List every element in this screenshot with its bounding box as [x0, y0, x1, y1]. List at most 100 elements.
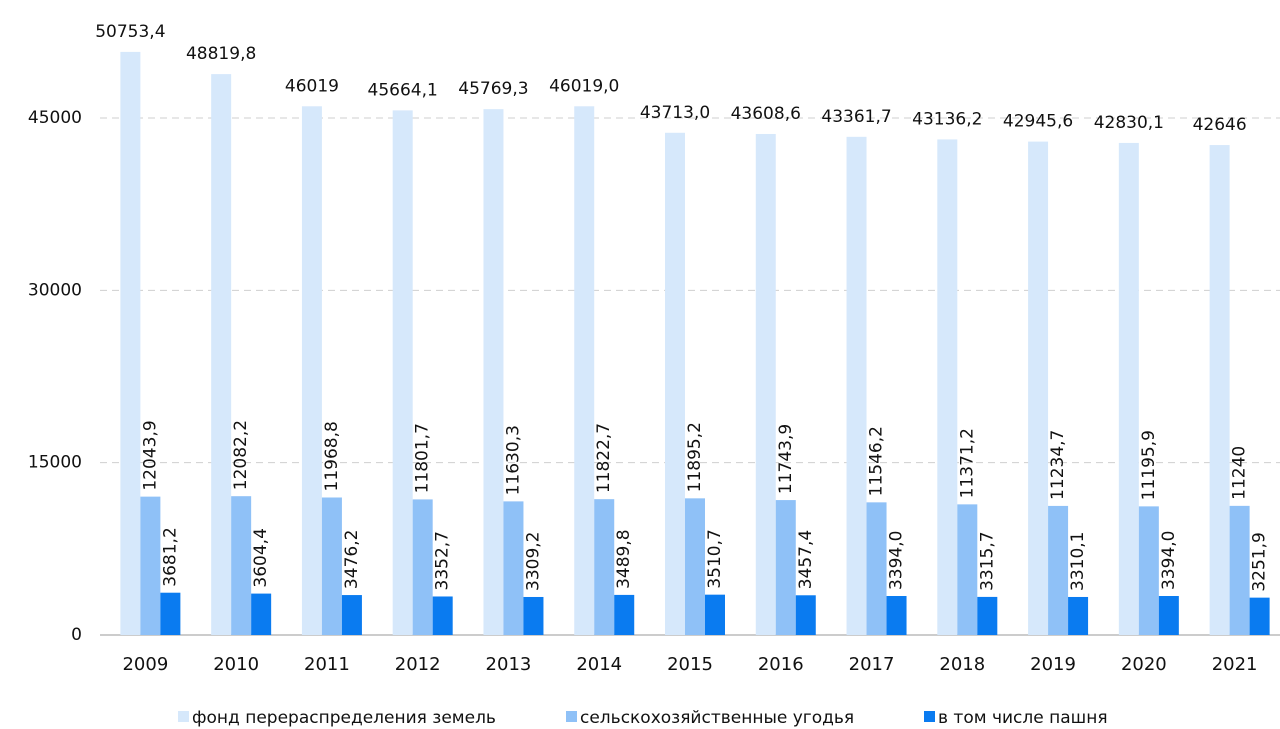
x-tick-label: 2009	[122, 654, 168, 675]
bar	[886, 596, 907, 635]
bar	[140, 496, 161, 635]
value-label: 42830,1	[1094, 113, 1164, 133]
x-tick-label: 2017	[849, 654, 895, 675]
bar	[211, 74, 232, 635]
bar	[614, 594, 635, 635]
value-label: 3309,2	[523, 531, 543, 590]
bar	[301, 106, 322, 635]
value-label: 45769,3	[458, 79, 528, 99]
value-label: 3510,7	[705, 529, 725, 588]
value-label: 3476,2	[342, 530, 362, 589]
bar	[1048, 505, 1069, 635]
value-label: 3394,0	[887, 531, 907, 590]
y-tick-label: 0	[71, 625, 82, 645]
x-tick-label: 2020	[1121, 654, 1167, 675]
bar	[1138, 506, 1159, 635]
x-tick-label: 2016	[758, 654, 804, 675]
y-tick-label: 15000	[28, 453, 82, 473]
value-label: 3352,7	[433, 531, 453, 590]
value-label: 12043,9	[140, 420, 160, 490]
bar	[1209, 145, 1230, 635]
bar	[341, 595, 362, 635]
legend-swatch	[566, 711, 577, 722]
value-label: 12082,2	[231, 420, 251, 490]
bar	[937, 139, 958, 635]
bar	[321, 497, 342, 635]
bar	[1118, 142, 1139, 635]
bar	[795, 595, 816, 635]
value-label: 3457,4	[796, 530, 816, 589]
bar	[866, 502, 887, 635]
x-tick-label: 2015	[667, 654, 713, 675]
bar	[846, 136, 867, 635]
bar	[1158, 596, 1179, 635]
bar	[1068, 596, 1089, 635]
legend-label: в том числе пашня	[938, 708, 1108, 728]
bar	[231, 496, 252, 635]
bar	[775, 500, 796, 635]
value-label: 11895,2	[685, 422, 705, 492]
value-label: 50753,4	[95, 22, 165, 42]
x-tick-label: 2018	[939, 654, 985, 675]
bar	[432, 596, 453, 635]
value-label: 3315,7	[977, 531, 997, 590]
value-label: 48819,8	[186, 44, 256, 64]
value-label: 3251,9	[1250, 532, 1270, 591]
value-label: 3310,1	[1068, 531, 1088, 590]
value-label: 42945,6	[1003, 112, 1073, 132]
value-label: 11801,7	[413, 423, 433, 493]
bar	[665, 132, 685, 635]
bar	[574, 106, 595, 635]
bar	[412, 499, 433, 635]
value-label: 3394,0	[1159, 531, 1179, 590]
bar	[685, 498, 705, 635]
bar	[705, 594, 725, 635]
bar	[1028, 141, 1049, 635]
value-label: 11240	[1230, 446, 1250, 500]
legend-swatch	[178, 711, 189, 722]
x-tick-label: 2010	[213, 654, 259, 675]
value-label: 43713,0	[640, 103, 710, 123]
value-label: 3604,4	[251, 528, 271, 587]
bar	[503, 501, 524, 635]
x-tick-label: 2013	[486, 654, 532, 675]
value-label: 46019,0	[549, 76, 619, 96]
value-label: 43361,7	[821, 107, 891, 127]
y-tick-label: 45000	[28, 108, 82, 128]
bar	[957, 504, 978, 635]
bar	[755, 133, 776, 635]
bar	[1229, 505, 1250, 635]
legend-label: сельскохозяйственные угодья	[580, 708, 854, 728]
value-label: 11968,8	[322, 421, 342, 491]
bar	[594, 499, 615, 635]
value-label: 11371,2	[957, 428, 977, 498]
bar	[251, 593, 272, 635]
value-label: 11630,3	[503, 425, 523, 495]
value-label: 3681,2	[160, 527, 180, 586]
value-label: 42646	[1193, 115, 1247, 135]
value-label: 45664,1	[368, 80, 438, 100]
value-label: 43136,2	[912, 109, 982, 129]
bar	[483, 109, 504, 635]
y-tick-label: 30000	[28, 280, 82, 300]
value-label: 43608,6	[731, 104, 801, 124]
bar	[160, 592, 181, 635]
bar	[523, 596, 544, 635]
value-label: 11822,7	[594, 423, 614, 493]
x-tick-label: 2014	[576, 654, 622, 675]
bar	[120, 51, 141, 635]
x-tick-label: 2011	[304, 654, 350, 675]
value-label: 46019	[285, 76, 339, 96]
x-tick-label: 2019	[1030, 654, 1076, 675]
bar	[392, 110, 413, 635]
bar	[977, 596, 998, 635]
x-tick-label: 2012	[395, 654, 441, 675]
value-label: 11234,7	[1048, 430, 1068, 500]
legend-label: фонд перераспределения земель	[192, 708, 496, 728]
value-label: 11743,9	[776, 424, 796, 494]
value-label: 3489,8	[614, 529, 634, 588]
value-label: 11546,2	[867, 426, 887, 496]
value-label: 11195,9	[1139, 430, 1159, 500]
legend-swatch	[924, 711, 935, 722]
